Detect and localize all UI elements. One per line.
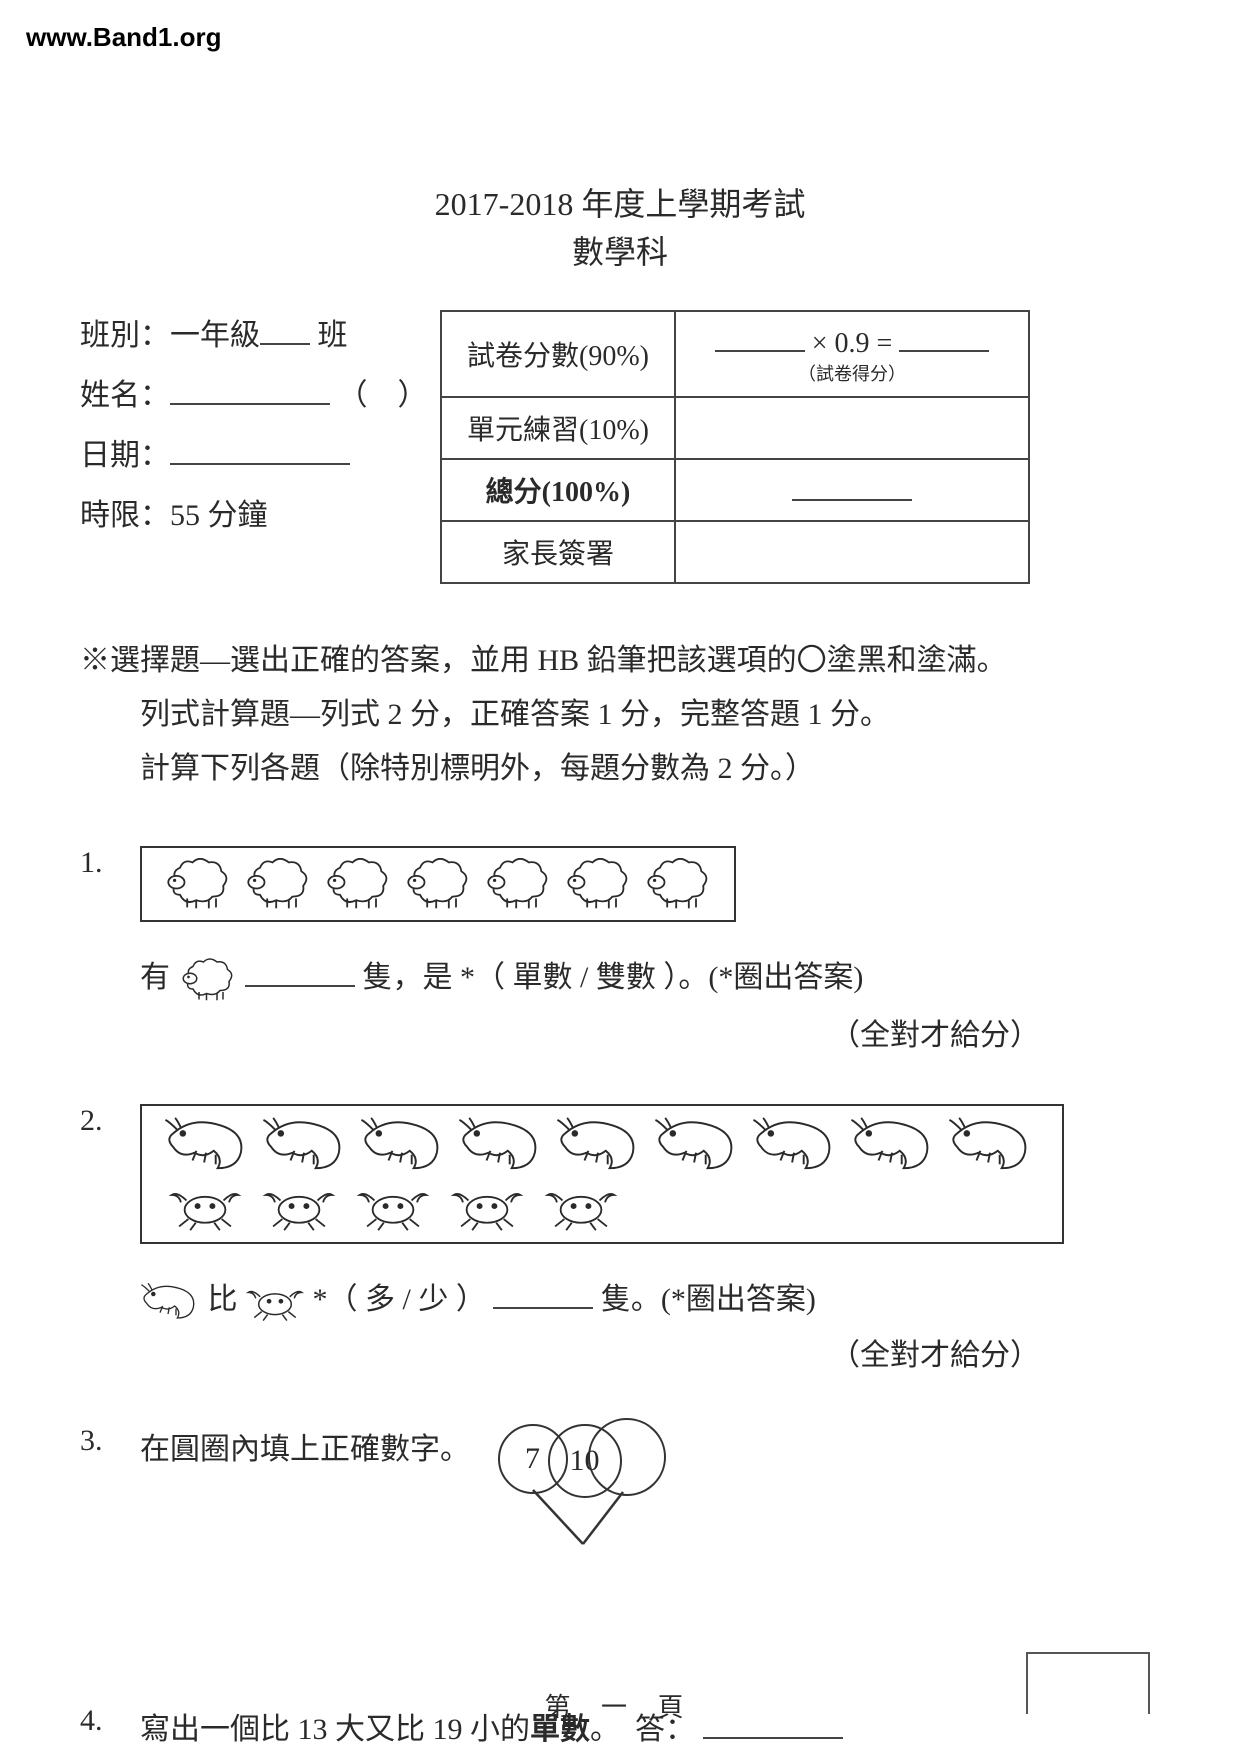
sheep-icon (242, 858, 314, 910)
corner-box (1026, 1652, 1150, 1714)
question-3: 3. 在圓圈內填上正確數字。 7 10 (80, 1424, 1160, 1624)
instruction-line-3: 計算下列各題（除特別標明外，每題分數為 2 分。） (80, 742, 1160, 796)
shrimp-icon (652, 1116, 742, 1174)
score-row1-formula: × 0.9 = (812, 328, 893, 359)
shrimp-icon (162, 1116, 252, 1174)
q2-note: （全對才給分） (140, 1330, 1040, 1374)
crab-icon (256, 1182, 342, 1232)
time-label: 時限：55 分鐘 (80, 499, 268, 532)
instructions-block: ※選擇題—選出正確的答案，並用 HB 鉛筆把該選項的〇塗黑和塗滿。 列式計算題—… (80, 634, 1160, 796)
sheep-icon (322, 858, 394, 910)
title-line-1: 2017-2018 年度上學期考試 (80, 180, 1160, 228)
name-label: 姓名： (80, 379, 170, 412)
shrimp-icon (260, 1116, 350, 1174)
shrimp-icon (750, 1116, 840, 1174)
sheep-icon (162, 858, 234, 910)
q3-number: 3. (80, 1424, 140, 1624)
crab-icon (538, 1182, 624, 1232)
q2-figure-box (140, 1104, 1064, 1244)
q3-diagram: 7 10 (488, 1424, 688, 1624)
q1-note: （全對才給分） (140, 1010, 1040, 1054)
crab-row (162, 1182, 1042, 1232)
date-label: 日期： (80, 439, 170, 472)
crab-icon (444, 1182, 530, 1232)
q1-text-b: 隻，是 *（ 單數 / 雙數 ）。(*圈出答案) (363, 961, 864, 994)
q2-text-a: 比 (208, 1283, 238, 1316)
name-paren: （ ） (338, 379, 428, 412)
sheep-icon (642, 858, 714, 910)
score-row2-label: 單元練習(10%) (441, 397, 675, 459)
q1-number: 1. (80, 846, 140, 1054)
shrimp-row (162, 1116, 1042, 1174)
q3-circle-bottom: 10 (548, 1424, 622, 1498)
q2-text-b: *（ 多 / 少 ） (313, 1283, 486, 1316)
crab-icon (162, 1182, 248, 1232)
watermark-text: www.Band1.org (26, 22, 222, 53)
shrimp-inline-icon (140, 1282, 200, 1322)
q2-text-c: 隻。(*圈出答案) (601, 1283, 816, 1316)
header-info-row: 班別：一年級 班 姓名： （ ） 日期： 時限：55 分鐘 試卷分數(90%) … (80, 306, 1160, 584)
question-2: 2. (80, 1104, 1160, 1374)
page-content: 2017-2018 年度上學期考試 數學科 班別：一年級 班 姓名： （ ） 日… (80, 180, 1160, 1748)
score-row4-label: 家長簽署 (441, 521, 675, 583)
q3-text: 在圓圈內填上正確數字。 (140, 1433, 470, 1466)
shrimp-icon (946, 1116, 1036, 1174)
question-1: 1. (80, 846, 1160, 1054)
shrimp-icon (358, 1116, 448, 1174)
score-row4-value (675, 521, 1029, 583)
score-row1-value: × 0.9 = （試卷得分） (675, 311, 1029, 397)
crab-icon (350, 1182, 436, 1232)
shrimp-icon (554, 1116, 644, 1174)
student-info: 班別：一年級 班 姓名： （ ） 日期： 時限：55 分鐘 (80, 306, 440, 546)
q1-text-a: 有 (140, 961, 170, 994)
instruction-line-2: 列式計算題—列式 2 分，正確答案 1 分，完整答題 1 分。 (80, 688, 1160, 742)
title-line-2: 數學科 (80, 228, 1160, 276)
q2-number: 2. (80, 1104, 140, 1374)
instruction-line-1: ※選擇題—選出正確的答案，並用 HB 鉛筆把該選項的〇塗黑和塗滿。 (80, 634, 1160, 688)
class-suffix: 班 (318, 319, 348, 352)
sheep-icon (402, 858, 474, 910)
sheep-inline-icon (178, 958, 238, 1002)
score-row1-label: 試卷分數(90%) (441, 311, 675, 397)
q1-figure-box (140, 846, 736, 922)
shrimp-icon (456, 1116, 546, 1174)
sheep-icon (562, 858, 634, 910)
shrimp-icon (848, 1116, 938, 1174)
sheep-row (162, 858, 714, 910)
score-row2-value (675, 397, 1029, 459)
score-table: 試卷分數(90%) × 0.9 = （試卷得分） 單元練習(10%) 總分(10… (440, 310, 1030, 584)
class-label: 班別：一年級 (80, 319, 260, 352)
title-block: 2017-2018 年度上學期考試 數學科 (80, 180, 1160, 276)
crab-inline-icon (245, 1282, 305, 1322)
score-row3-value (675, 459, 1029, 521)
sheep-icon (482, 858, 554, 910)
score-row3-label: 總分(100%) (441, 459, 675, 521)
score-row1-note: （試卷得分） (692, 360, 1012, 386)
